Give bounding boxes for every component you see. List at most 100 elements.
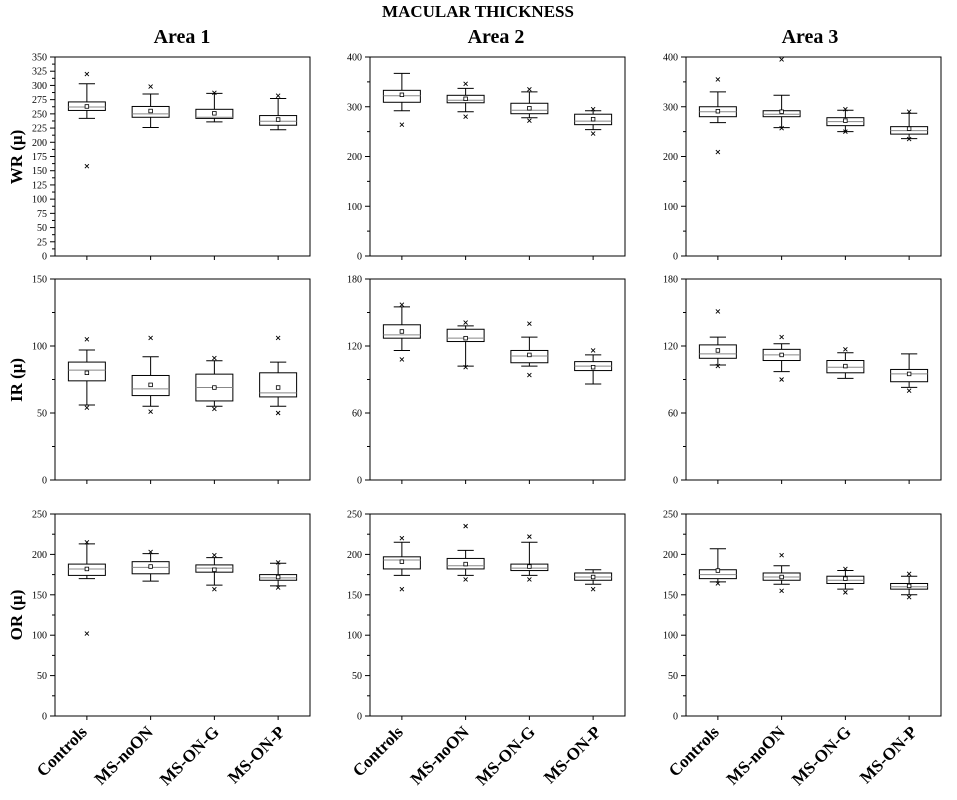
outlier-marker-ms-noon <box>148 84 153 89</box>
y-tick-label: 50 <box>668 671 678 682</box>
mean-marker-controls <box>715 109 721 114</box>
outlier-marker-ms-on-p <box>906 388 912 393</box>
mean-marker-ms-on-p <box>590 365 596 370</box>
mean-marker-ms-noon <box>779 109 784 114</box>
category-label-ms-noon-col1: MS-noON <box>91 722 158 789</box>
category-label-controls-col2: Controls <box>349 722 407 780</box>
y-tick-label: 120 <box>347 342 362 353</box>
mean-marker-ms-on-p <box>275 117 281 122</box>
mean-marker-controls <box>84 566 90 572</box>
category-label-ms-on-p-col3: MS-ON-P <box>856 722 921 787</box>
mean-marker-ms-noon <box>148 108 153 114</box>
mean-marker-ms-on-g <box>843 118 848 123</box>
y-tick-label: 225 <box>32 124 47 135</box>
y-tick-label: 180 <box>663 275 678 286</box>
outlier-marker-ms-noon <box>463 577 468 582</box>
outlier-marker-ms-on-g <box>212 90 217 96</box>
outlier-marker-ms-on-g <box>527 118 532 123</box>
outlier-marker-controls <box>399 122 405 127</box>
outlier-marker-ms-on-g <box>212 355 217 361</box>
column-title-area-3: Area 3 <box>782 26 839 48</box>
panel-wr-area-1: 0 25 50 75 100 125 150 175 200 225 250 275 300 325 350 <box>32 53 311 263</box>
outlier-marker-ms-noon <box>779 125 784 131</box>
y-tick-label: 200 <box>663 152 678 163</box>
row-label-wr: WR (μ) <box>7 130 26 185</box>
y-tick-label: 125 <box>32 180 47 191</box>
figure-title: MACULAR THICKNESS <box>382 2 574 21</box>
outlier-marker-ms-on-g <box>843 590 848 595</box>
outlier-marker-controls <box>715 581 721 586</box>
mean-marker-ms-on-p <box>275 574 281 580</box>
outlier-marker-ms-noon <box>463 81 468 87</box>
y-tick-label: 250 <box>347 510 362 521</box>
outlier-marker-controls <box>399 357 405 362</box>
category-label-ms-on-g-col3: MS-ON-G <box>788 722 855 789</box>
y-tick-label: 0 <box>357 252 362 263</box>
panel-wr-area-2: 0 100 200 300 400 <box>347 53 626 263</box>
outlier-marker-controls <box>715 77 721 82</box>
outlier-marker-ms-noon <box>148 335 153 341</box>
mean-marker-ms-noon <box>463 335 468 341</box>
y-tick-label: 25 <box>37 237 47 248</box>
mean-marker-ms-on-g <box>527 352 532 358</box>
mean-marker-ms-on-p <box>275 385 281 390</box>
category-label-ms-noon-col2: MS-noON <box>407 722 474 789</box>
mean-marker-ms-on-p <box>906 371 912 377</box>
mean-marker-ms-noon <box>148 382 153 388</box>
y-tick-label: 300 <box>663 102 678 113</box>
outlier-marker-ms-on-p <box>590 586 596 592</box>
category-label-controls-col1: Controls <box>33 722 91 780</box>
category-label-ms-on-p-col1: MS-ON-P <box>224 722 289 787</box>
column-title-area-2: Area 2 <box>468 26 525 48</box>
column-title-area-1: Area 1 <box>154 26 211 48</box>
mean-marker-controls <box>84 104 90 109</box>
outlier-marker-ms-on-p <box>906 136 912 142</box>
outlier-marker-controls <box>399 586 405 592</box>
outlier-marker-ms-noon <box>148 409 153 414</box>
y-tick-label: 0 <box>673 712 678 723</box>
mean-marker-ms-noon <box>779 352 784 358</box>
panel-ir-area-1: 0 50 100 150 <box>32 275 311 487</box>
outlier-marker-ms-on-p <box>275 93 281 98</box>
outlier-marker-ms-on-g <box>527 87 532 92</box>
outlier-marker-ms-on-p <box>275 335 281 341</box>
mean-marker-controls <box>399 92 405 98</box>
outlier-marker-controls <box>84 71 90 77</box>
outlier-marker-ms-noon <box>463 114 468 120</box>
plot-frame <box>54 56 311 257</box>
y-tick-label: 100 <box>663 202 678 213</box>
outlier-marker-controls <box>715 149 721 155</box>
outlier-marker-ms-on-g <box>212 406 217 412</box>
mean-marker-ms-on-p <box>590 116 596 122</box>
y-tick-label: 200 <box>32 550 47 561</box>
outlier-marker-ms-on-g <box>843 347 848 352</box>
outlier-marker-ms-noon <box>148 549 153 555</box>
category-label-ms-noon-col3: MS-noON <box>723 722 790 789</box>
row-label-ir: IR (μ) <box>7 358 26 402</box>
y-tick-label: 0 <box>42 712 47 723</box>
outlier-marker-controls <box>84 405 90 410</box>
mean-marker-ms-on-g <box>843 363 848 369</box>
outlier-marker-ms-noon <box>779 588 784 594</box>
outlier-marker-ms-on-g <box>527 577 532 582</box>
y-tick-label: 400 <box>347 53 362 64</box>
outlier-marker-controls <box>84 631 90 636</box>
y-tick-label: 175 <box>32 152 47 163</box>
mean-marker-ms-on-g <box>212 567 217 572</box>
plot-frame <box>685 513 942 717</box>
outlier-marker-ms-noon <box>779 57 784 62</box>
outlier-marker-ms-on-g <box>527 321 532 326</box>
y-tick-label: 150 <box>32 275 47 286</box>
row-label-or: OR (μ) <box>7 590 26 641</box>
outlier-marker-ms-on-p <box>275 585 281 590</box>
y-tick-label: 400 <box>663 53 678 64</box>
mean-marker-ms-noon <box>463 96 468 101</box>
outlier-marker-controls <box>399 302 405 308</box>
y-tick-label: 150 <box>32 166 47 177</box>
panel-wr-area-3: 0 100 200 300 400 <box>663 53 942 263</box>
mean-marker-ms-noon <box>148 564 153 569</box>
outlier-marker-ms-on-p <box>906 109 912 115</box>
y-tick-label: 150 <box>347 590 362 601</box>
mean-marker-ms-on-g <box>527 106 532 111</box>
